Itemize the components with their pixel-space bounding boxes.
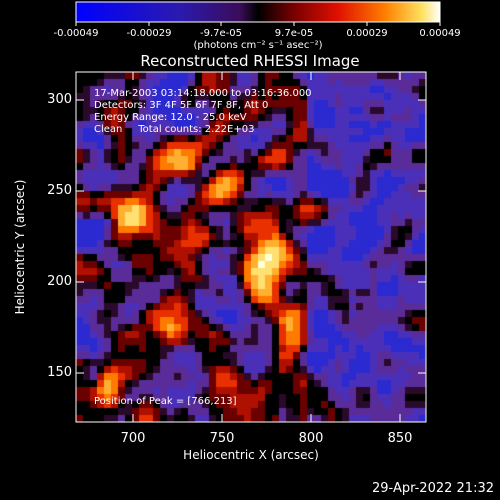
x-tick-label: 750 [209,431,235,446]
x-tick-label: 850 [387,431,413,446]
x-tick-label: 700 [120,431,146,446]
x-tick-label: 800 [298,431,324,446]
y-tick-label: 300 [47,92,72,107]
footer-timestamp: 29-Apr-2022 21:32 [372,481,494,496]
colorbar-tick: 9.7e-05 [274,28,314,39]
info-line-counts: Clean Total counts: 2.22E+03 [94,124,255,135]
info-line-time: 17-Mar-2003 03:14:18.000 to 03:16:36.000 [94,88,312,99]
colorbar-tick: -9.7e-05 [200,28,242,39]
colorbar-tick: 0.00029 [346,28,388,39]
info-line-energy: Energy Range: 12.0 - 25.0 keV [94,112,247,123]
y-axis-label: Heliocentric Y (arcsec) [13,179,27,315]
peak-position: Position of Peak = [766,213] [94,396,237,407]
plot-title: Reconstructed RHESSI Image [140,52,360,70]
colorbar-tick: -0.00049 [53,28,99,39]
y-tick-label: 200 [47,274,72,289]
info-line-detectors: Detectors: 3F 4F 5F 6F 7F 8F, Att 0 [94,100,269,111]
colorbar-tick: 0.00049 [419,28,461,39]
y-tick-label: 150 [47,365,72,380]
y-tick-label: 250 [47,183,72,198]
colorbar [75,1,441,26]
colorbar-tick: -0.00029 [126,28,172,39]
x-axis-label: Heliocentric X (arcsec) [183,448,319,462]
colorbar-unit: (photons cm⁻² s⁻¹ asec⁻²) [193,40,323,51]
